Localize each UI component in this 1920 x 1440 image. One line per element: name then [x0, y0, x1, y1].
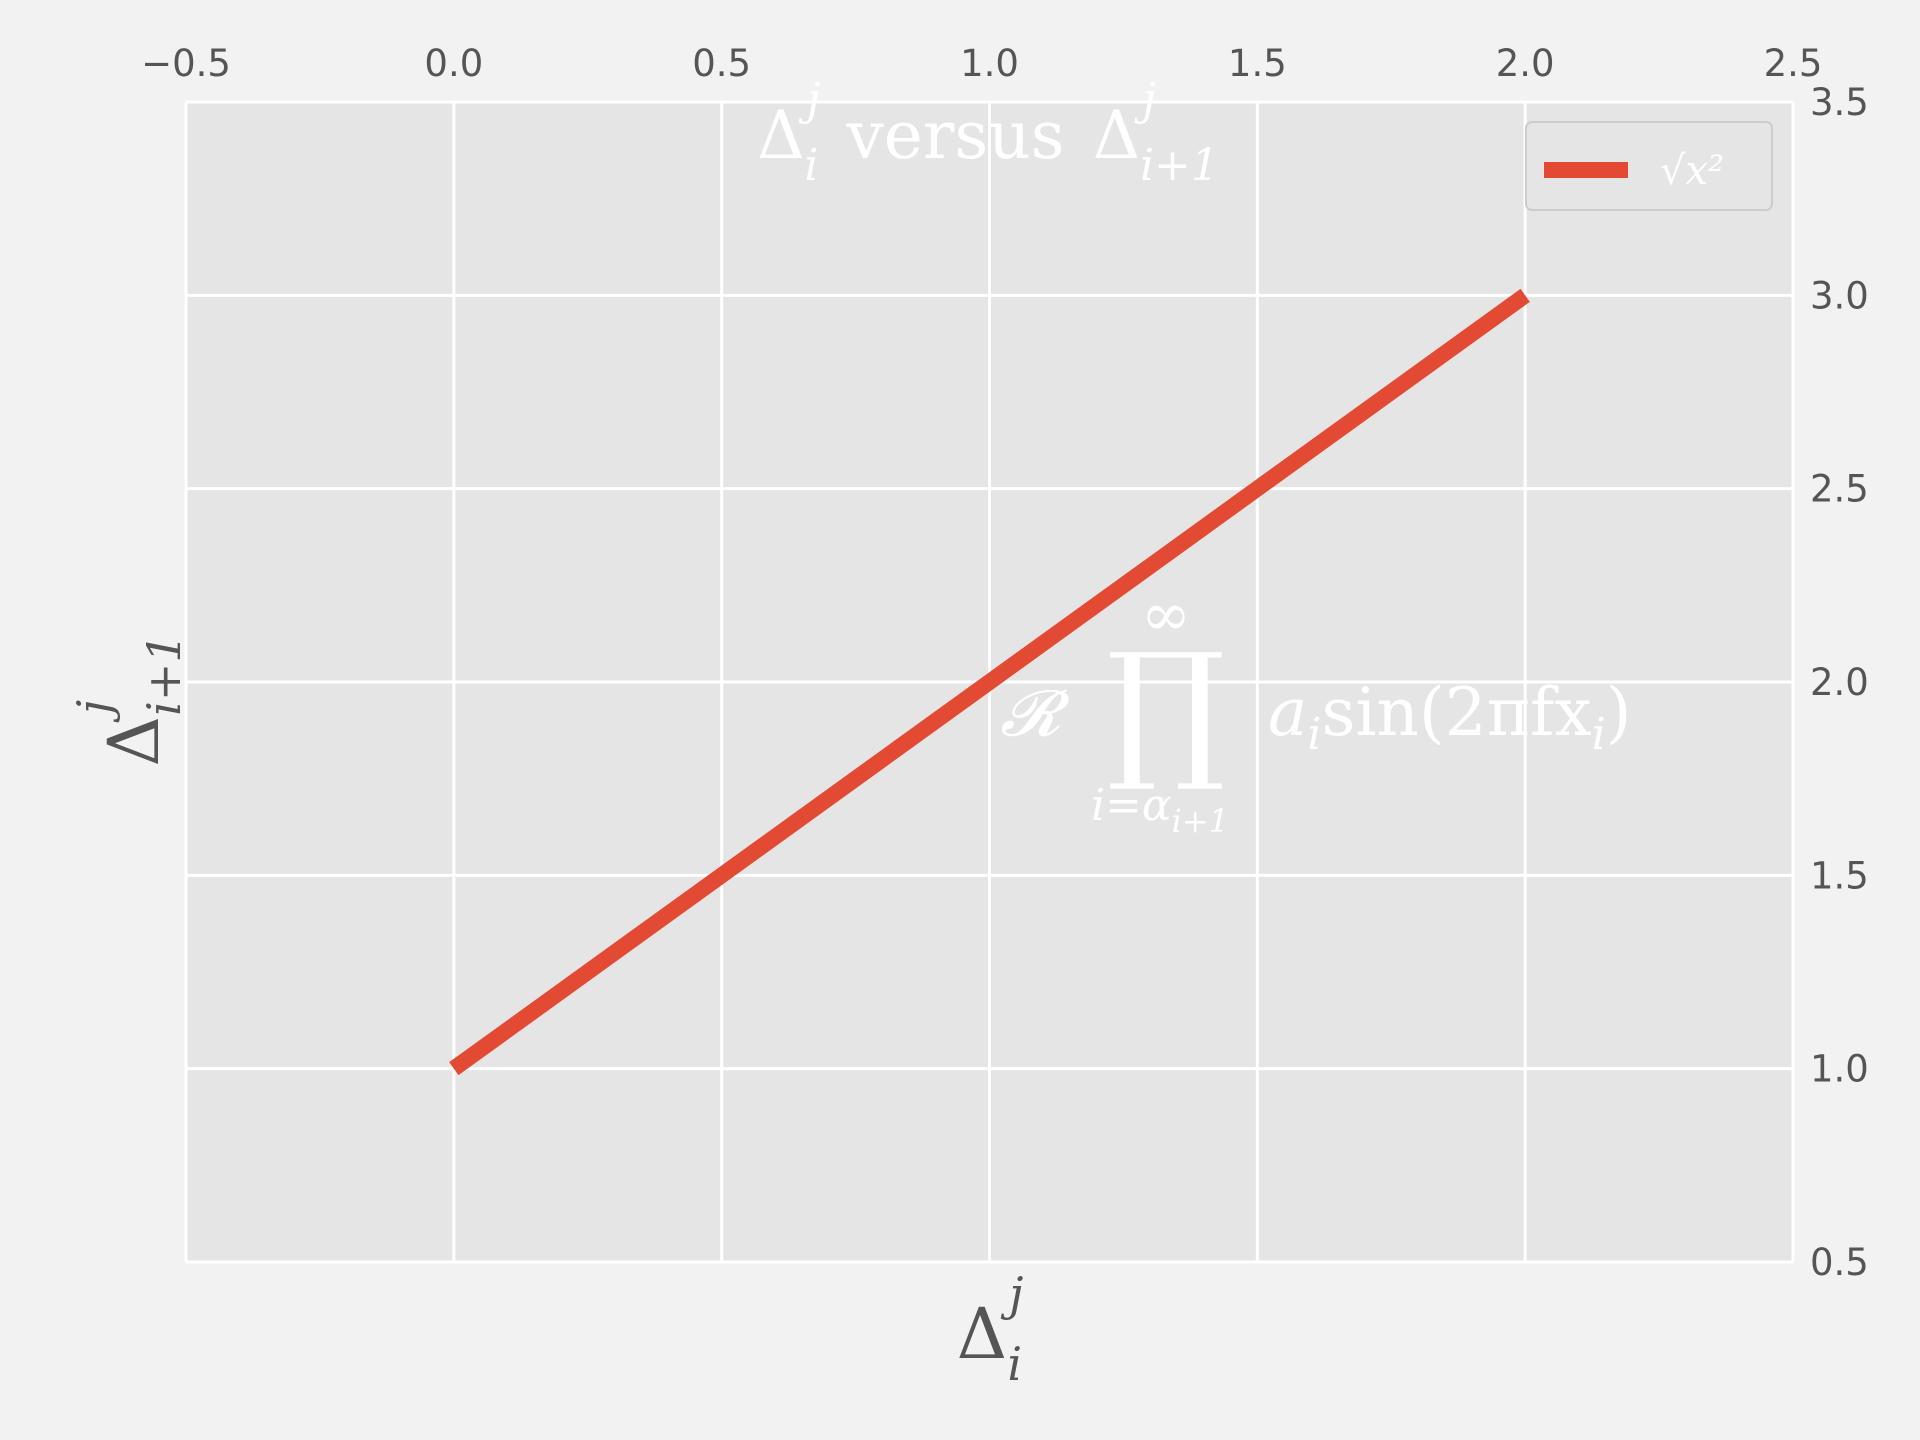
y-tick-label: 2.0 — [1810, 661, 1869, 704]
title-sub-right: i+1 — [1140, 140, 1219, 191]
annotation-body-var: a — [1268, 674, 1307, 751]
ylabel-base: Δ — [93, 716, 175, 767]
annotation-lower-main: i=α — [1091, 780, 1172, 831]
x-tick-label: 0.5 — [692, 42, 751, 85]
legend-label: √x² — [1660, 148, 1724, 194]
x-tick-label: 1.5 — [1228, 42, 1287, 85]
series-layer — [449, 288, 1530, 1076]
y-tick-label: 3.0 — [1810, 274, 1869, 317]
y-tick-label: 1.5 — [1810, 854, 1869, 897]
y-tick-label: 2.5 — [1810, 468, 1869, 511]
legend: √x² — [1525, 121, 1773, 211]
y-tick-label: 1.0 — [1810, 1048, 1869, 1091]
y-axis-label: Δj i+1 — [67, 633, 191, 766]
annotation-upper: ∞ — [1141, 580, 1191, 650]
y-tick-labels: 0.5 1.0 1.5 2.0 2.5 3.0 3.5 — [1810, 81, 1869, 1284]
x-tick-label: 2.0 — [1496, 42, 1555, 85]
y-tick-label: 0.5 — [1810, 1241, 1869, 1284]
annotation-lower-sub: i+1 — [1172, 802, 1229, 840]
ylabel-sub: i+1 — [137, 633, 191, 716]
x-tick-labels: −0.5 0.0 0.5 1.0 1.5 2.0 2.5 — [141, 42, 1822, 85]
title-base-right: Δ — [1093, 97, 1141, 174]
title-base-left: Δ — [757, 97, 805, 174]
annotation-prefix: 𝓡 — [1000, 677, 1070, 751]
title-sub-left: i — [804, 140, 818, 191]
annotation: 𝓡 ∞ ∏ i=αi+1 aisin(2πfxi) — [1000, 580, 1631, 840]
legend-box — [1525, 121, 1773, 211]
annotation-body-sub: i — [1307, 709, 1321, 760]
annotation-body: aisin(2πfxi) — [1268, 674, 1632, 760]
x-axis-label: Δj i — [957, 1267, 1024, 1391]
annotation-body-text: sin(2πfx — [1321, 674, 1591, 751]
title-middle: versus — [845, 97, 1064, 174]
x-tick-label: 0.0 — [424, 42, 483, 85]
annotation-body-close: ) — [1606, 674, 1632, 751]
xlabel-base: Δ — [957, 1293, 1008, 1375]
annotation-operator: ∏ — [1106, 622, 1225, 796]
xlabel-sub: i — [1007, 1337, 1022, 1391]
annotation-lower: i=αi+1 — [1091, 780, 1229, 840]
x-tick-label: −0.5 — [141, 42, 231, 85]
y-tick-label: 3.5 — [1810, 81, 1869, 124]
x-tick-label: 1.0 — [960, 42, 1019, 85]
chart-title: Δj i versus Δj i+1 — [757, 74, 1219, 191]
annotation-body-sub2: i — [1592, 709, 1606, 760]
x-tick-label: 2.5 — [1764, 42, 1823, 85]
